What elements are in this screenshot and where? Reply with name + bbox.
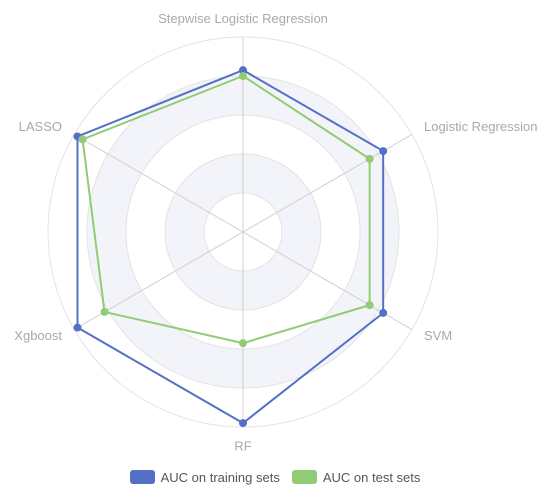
point-test-svm[interactable] <box>365 301 374 310</box>
chart-legend: AUC on training sets AUC on test sets <box>0 466 550 488</box>
legend-swatch-training <box>129 470 155 484</box>
axis-label-svm: SVM <box>424 328 452 343</box>
legend-item-test[interactable]: AUC on test sets <box>291 469 421 485</box>
point-test-logistic-regression[interactable] <box>365 154 374 163</box>
point-training-xgboost[interactable] <box>73 323 82 332</box>
legend-swatch-test <box>291 470 317 484</box>
axis-label-xgboost: Xgboost <box>14 328 62 343</box>
radar-series <box>73 66 388 428</box>
point-test-lasso[interactable] <box>78 135 87 144</box>
point-test-stepwise-logistic-regression[interactable] <box>239 72 247 80</box>
point-training-logistic-regression[interactable] <box>379 147 388 156</box>
point-test-xgboost[interactable] <box>100 307 109 316</box>
axis-label-lasso: LASSO <box>19 119 62 134</box>
axis-line-lasso <box>73 134 244 233</box>
radar-axis-labels: Stepwise Logistic Regression Logistic Reg… <box>14 11 537 454</box>
axis-label-logistic-regression: Logistic Regression <box>424 119 537 134</box>
point-training-svm[interactable] <box>379 308 388 317</box>
point-training-rf[interactable] <box>239 419 247 428</box>
point-test-rf[interactable] <box>239 339 247 348</box>
legend-item-training[interactable]: AUC on training sets <box>129 469 280 485</box>
axis-label-stepwise-logistic-regression: Stepwise Logistic Regression <box>158 11 328 26</box>
legend-label-training: AUC on training sets <box>160 469 280 485</box>
point-training-stepwise-logistic-regression[interactable] <box>239 66 247 75</box>
axis-label-rf: RF <box>234 439 251 454</box>
legend-label-test: AUC on test sets <box>322 469 421 485</box>
